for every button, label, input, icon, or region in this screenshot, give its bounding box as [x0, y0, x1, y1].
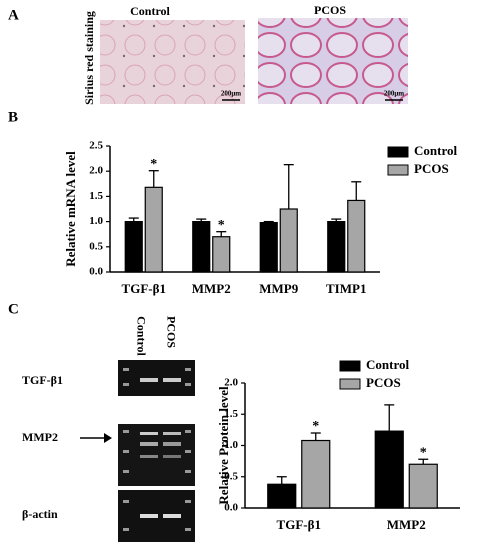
micrograph: [258, 18, 408, 104]
legend-label: Control: [366, 357, 409, 372]
blot: [118, 424, 195, 486]
blot-label: MMP2: [22, 430, 58, 444]
scale-label: 200μm: [384, 90, 404, 98]
y-tick-label: 0.5: [89, 240, 103, 252]
y-axis-title: Relative Protein level: [216, 386, 231, 505]
bar: [144, 186, 163, 273]
x-tick-label: TGF-β1: [122, 281, 166, 296]
x-tick-label: MMP2: [192, 281, 231, 296]
legend-swatch: [339, 378, 361, 390]
blot: [118, 490, 195, 542]
y-tick-label: 2.5: [89, 140, 103, 152]
significance-marker: *: [218, 218, 225, 233]
legend-label: PCOS: [414, 161, 449, 176]
x-tick-label: MMP2: [387, 517, 426, 532]
bar: [347, 199, 366, 273]
micrograph: [100, 20, 245, 104]
x-tick-label: MMP9: [259, 281, 298, 296]
x-tick-label: TGF-β1: [277, 517, 321, 532]
significance-marker: *: [312, 419, 319, 434]
bar: [259, 222, 278, 273]
bar: [301, 439, 331, 509]
y-tick-label: 1.0: [224, 439, 238, 451]
arrow-head: [104, 433, 112, 443]
panel-label: B: [8, 109, 18, 125]
x-tick-label: TIMP1: [326, 281, 366, 296]
bar: [192, 221, 211, 273]
legend-label: PCOS: [366, 375, 401, 390]
lane-label: PCOS: [164, 316, 178, 348]
bar: [124, 221, 143, 273]
bar: [279, 208, 298, 273]
legend-swatch: [339, 360, 361, 372]
panel-label: A: [8, 7, 19, 23]
significance-marker: *: [420, 445, 427, 460]
y-tick-label: 0.5: [224, 470, 238, 482]
stain-label: Sirius red staining: [82, 11, 96, 105]
y-axis-title: Relative mRNA level: [63, 151, 78, 267]
image-title: Control: [130, 4, 170, 18]
y-tick-label: 2.0: [89, 165, 103, 177]
scale-label: 200μm: [221, 90, 241, 98]
panel-label: C: [8, 301, 19, 317]
blot-label: β-actin: [22, 507, 58, 521]
legend-swatch: [387, 164, 409, 176]
legend-label: Control: [414, 143, 457, 158]
blot-label: TGF-β1: [22, 373, 63, 387]
significance-marker: *: [150, 157, 157, 172]
y-tick-label: 0.0: [89, 266, 103, 278]
bar: [408, 463, 438, 509]
y-tick-label: 1.5: [224, 408, 238, 420]
legend-swatch: [387, 146, 409, 158]
image-title: PCOS: [314, 3, 346, 17]
y-tick-label: 0.0: [224, 502, 238, 514]
blot: [118, 360, 195, 396]
y-tick-label: 1.5: [89, 190, 103, 202]
bar: [212, 236, 231, 273]
lane-label: Control: [134, 316, 148, 356]
bar: [267, 483, 297, 509]
y-tick-label: 2.0: [224, 377, 238, 389]
bar: [327, 221, 346, 273]
bar: [374, 430, 404, 509]
y-tick-label: 1.0: [89, 215, 103, 227]
